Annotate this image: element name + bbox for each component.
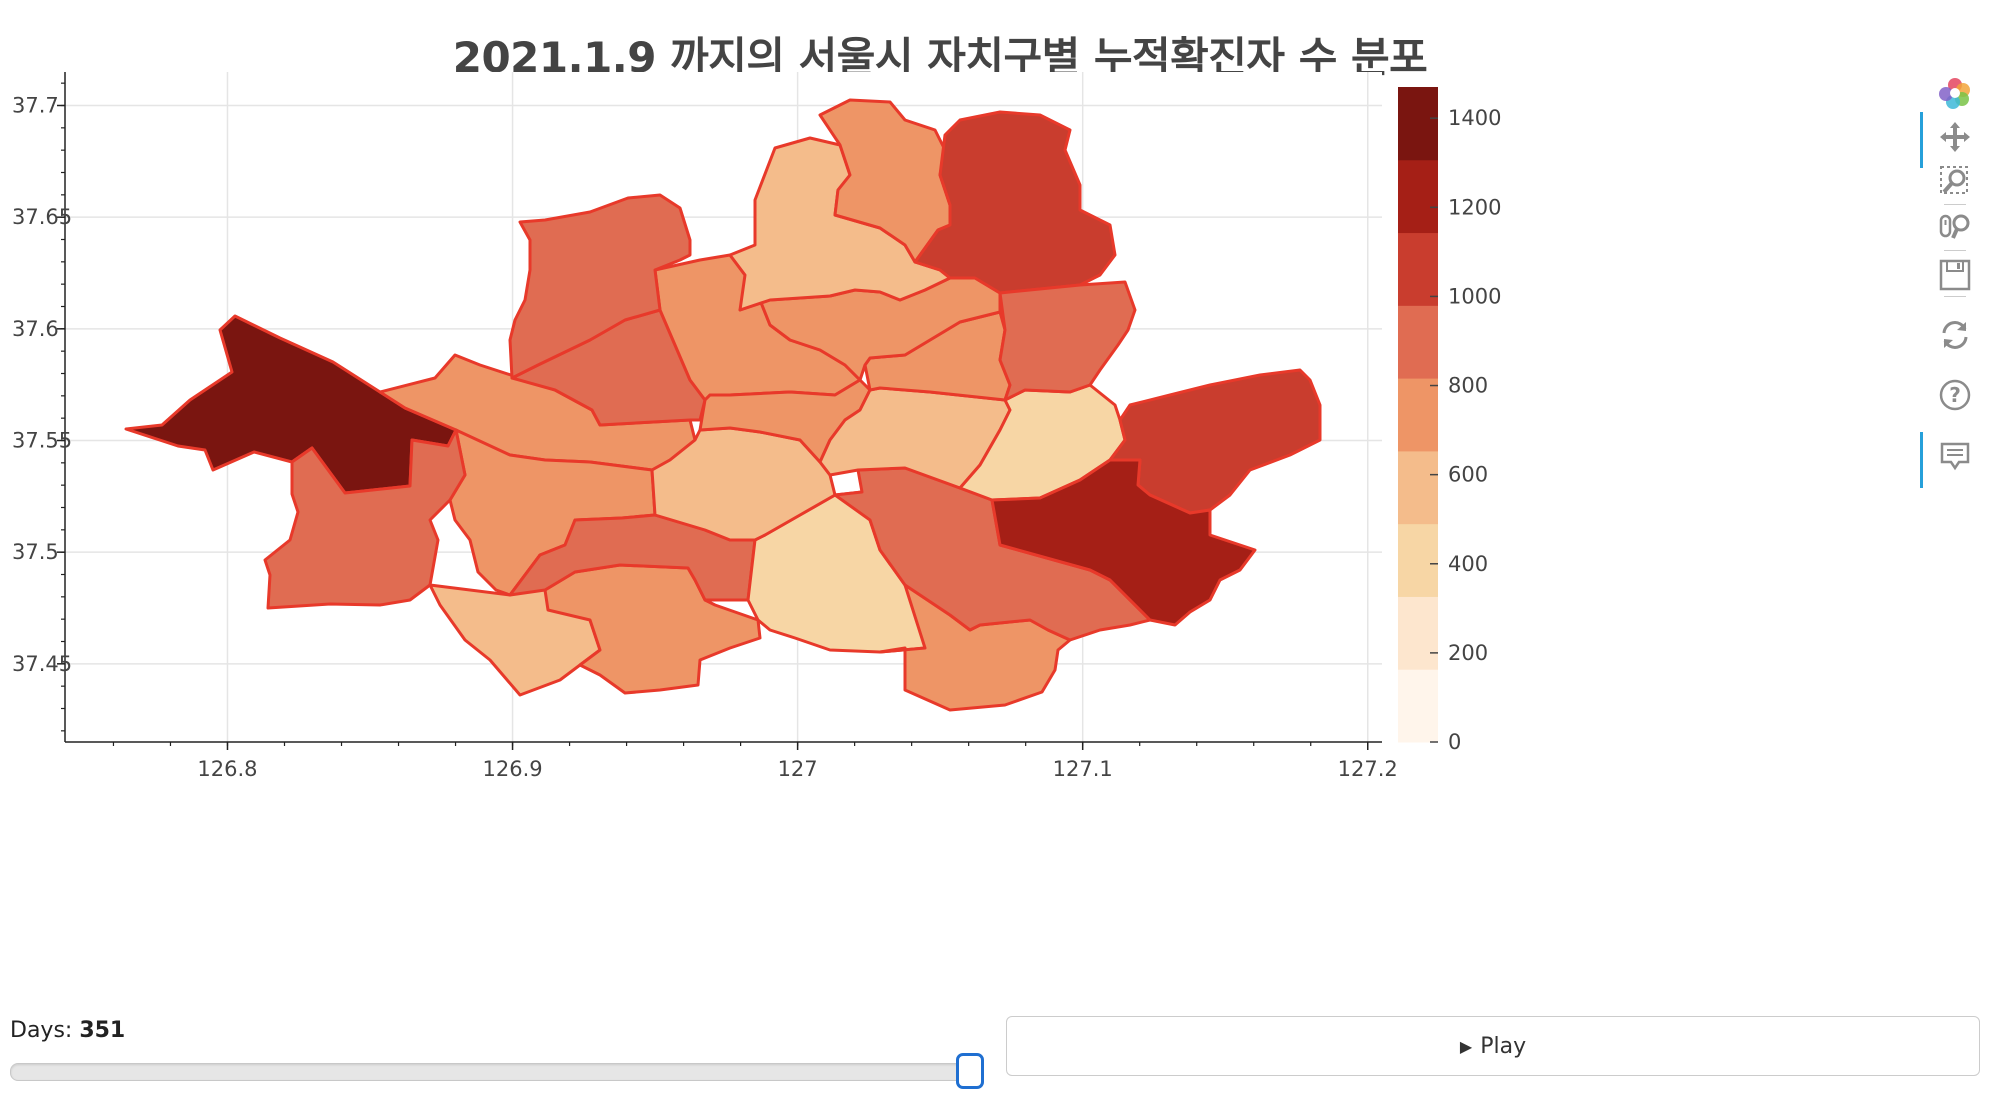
save-tool-button[interactable] <box>1934 254 1976 296</box>
slider-label: Days: 351 <box>10 1018 125 1043</box>
colorbar-band <box>1398 523 1438 597</box>
y-tick-label: 37.6 <box>12 317 59 341</box>
wheel-zoom-icon <box>1939 214 1970 239</box>
play-button[interactable]: ▶ Play <box>1006 1016 1980 1076</box>
district-shape[interactable] <box>913 110 1117 295</box>
colorbar-band <box>1398 596 1438 670</box>
colorbar-band <box>1398 87 1438 161</box>
colorbar-tick-label: 1000 <box>1448 284 1501 308</box>
x-tick-label: 127.1 <box>1053 757 1113 781</box>
x-tick-label: 127.2 <box>1338 757 1398 781</box>
play-icon: ▶ <box>1459 1036 1473 1056</box>
colorbar-tick-label: 0 <box>1448 730 1461 754</box>
bokeh-logo-icon[interactable] <box>1934 72 1976 114</box>
y-tick-label: 37.55 <box>12 429 72 453</box>
colorbar-tick-label: 1400 <box>1448 106 1501 130</box>
colorbar-band <box>1398 669 1438 743</box>
district-shape[interactable] <box>508 193 692 380</box>
hover-icon <box>1940 442 1970 471</box>
colorbar-tick-label: 400 <box>1448 552 1488 576</box>
play-button-label: Play <box>1480 1033 1527 1059</box>
colorbar-tick-label: 800 <box>1448 374 1488 398</box>
slider-value: 351 <box>79 1018 126 1043</box>
x-tick-label: 127 <box>778 757 818 781</box>
x-tick-label: 126.8 <box>197 757 257 781</box>
colorbar-tick-label: 1200 <box>1448 195 1501 219</box>
district-shape[interactable] <box>998 280 1137 402</box>
axes: 126.8 126.9 127 127.1 127.2 37.45 37.5 37.55 37.… <box>12 72 1398 781</box>
district-shape[interactable] <box>508 513 757 602</box>
y-tick-label: 37.65 <box>12 205 72 229</box>
box-zoom-icon <box>1940 166 1968 194</box>
y-tick-label: 37.45 <box>12 652 72 676</box>
reset-icon <box>1942 321 1968 349</box>
wheel-zoom-tool-button[interactable] <box>1934 206 1976 248</box>
colorbar-tick-label: 600 <box>1448 463 1488 487</box>
district-shape[interactable] <box>990 458 1257 627</box>
help-icon: ? <box>1939 379 1971 411</box>
y-tick-label: 37.5 <box>12 540 59 564</box>
district-shape[interactable] <box>263 428 467 610</box>
colorbar-tick-label: 200 <box>1448 641 1488 665</box>
map-plot[interactable]: 126.8 126.9 127 127.1 127.2 37.45 37.5 37.55 37.… <box>0 0 1900 1000</box>
days-slider-handle[interactable] <box>956 1053 984 1089</box>
colorbar: 0 200 400 600 800 1000 1200 1400 <box>1398 87 1501 754</box>
y-tick-label: 37.7 <box>12 94 59 118</box>
reset-tool-button[interactable] <box>1934 314 1976 356</box>
colorbar-band <box>1398 232 1438 306</box>
hover-tool-button[interactable] <box>1920 432 1976 488</box>
colorbar-band <box>1398 305 1438 379</box>
help-tool-button[interactable]: ? <box>1934 374 1976 416</box>
colorbar-band <box>1398 450 1438 525</box>
save-icon <box>1939 259 1971 291</box>
x-tick-label: 126.9 <box>482 757 542 781</box>
colorbar-band <box>1398 378 1438 452</box>
svg-text:?: ? <box>1949 383 1961 407</box>
slider-title: Days: <box>10 1018 80 1043</box>
box-zoom-tool-button[interactable] <box>1934 160 1976 202</box>
colorbar-band <box>1398 159 1438 234</box>
district-shapes[interactable] <box>124 98 1322 712</box>
pan-icon <box>1940 122 1970 152</box>
days-slider-track[interactable] <box>10 1063 974 1081</box>
pan-tool-button[interactable] <box>1920 112 1976 168</box>
